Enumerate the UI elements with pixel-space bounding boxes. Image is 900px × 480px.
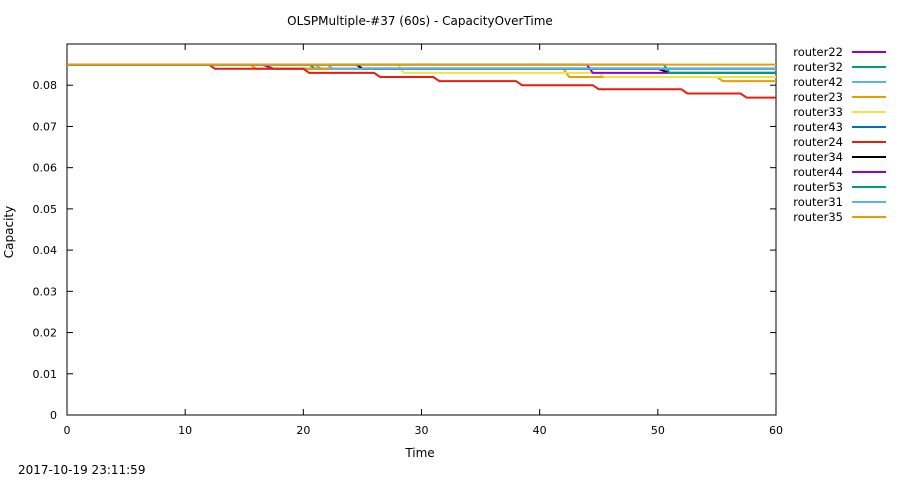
y-axis-label: Capacity bbox=[2, 206, 16, 258]
x-tick-label: 10 bbox=[178, 424, 192, 437]
legend-label: router42 bbox=[793, 75, 843, 89]
y-tick-label: 0.06 bbox=[33, 162, 58, 175]
y-tick-label: 0.07 bbox=[33, 120, 58, 133]
legend-label: router31 bbox=[793, 195, 843, 209]
legend-label: router44 bbox=[793, 165, 843, 179]
legend-label: router35 bbox=[793, 210, 843, 224]
y-tick-label: 0.04 bbox=[33, 244, 58, 257]
y-tick-label: 0.05 bbox=[33, 203, 58, 216]
legend-label: router53 bbox=[793, 180, 843, 194]
x-tick-label: 40 bbox=[533, 424, 547, 437]
legend-label: router23 bbox=[793, 90, 843, 104]
legend-label: router32 bbox=[793, 60, 843, 74]
plot-area bbox=[66, 43, 777, 416]
x-tick-label: 50 bbox=[651, 424, 665, 437]
y-tick-label: 0 bbox=[50, 409, 57, 422]
legend-label: router34 bbox=[793, 150, 843, 164]
x-tick-label: 0 bbox=[64, 424, 71, 437]
chart-title: OLSPMultiple-#37 (60s) - CapacityOverTim… bbox=[287, 14, 553, 28]
x-axis-label: Time bbox=[404, 446, 434, 460]
series-lines bbox=[67, 63, 776, 99]
x-tick-label: 20 bbox=[296, 424, 310, 437]
timestamp: 2017-10-19 23:11:59 bbox=[18, 463, 145, 477]
y-tick-label: 0.02 bbox=[33, 327, 58, 340]
y-axis-ticks: 0 0.01 0.02 0.03 0.04 0.05 0.06 0.07 0.08 bbox=[33, 79, 776, 422]
series-line-router24 bbox=[67, 63, 776, 99]
x-tick-label: 60 bbox=[769, 424, 783, 437]
y-tick-label: 0.03 bbox=[33, 285, 58, 298]
series-line-router33 bbox=[67, 63, 776, 78]
legend-label: router33 bbox=[793, 105, 843, 119]
legend-label: router22 bbox=[793, 45, 843, 59]
legend-label: router24 bbox=[793, 135, 843, 149]
x-axis-ticks: 0 10 20 30 40 50 60 bbox=[64, 44, 783, 437]
plot-border bbox=[66, 43, 777, 416]
legend-label: router43 bbox=[793, 120, 843, 134]
y-tick-label: 0.08 bbox=[33, 79, 58, 92]
y-tick-label: 0.01 bbox=[33, 368, 58, 381]
x-tick-label: 30 bbox=[415, 424, 429, 437]
legend: router22router32router42router23router33… bbox=[793, 45, 886, 224]
